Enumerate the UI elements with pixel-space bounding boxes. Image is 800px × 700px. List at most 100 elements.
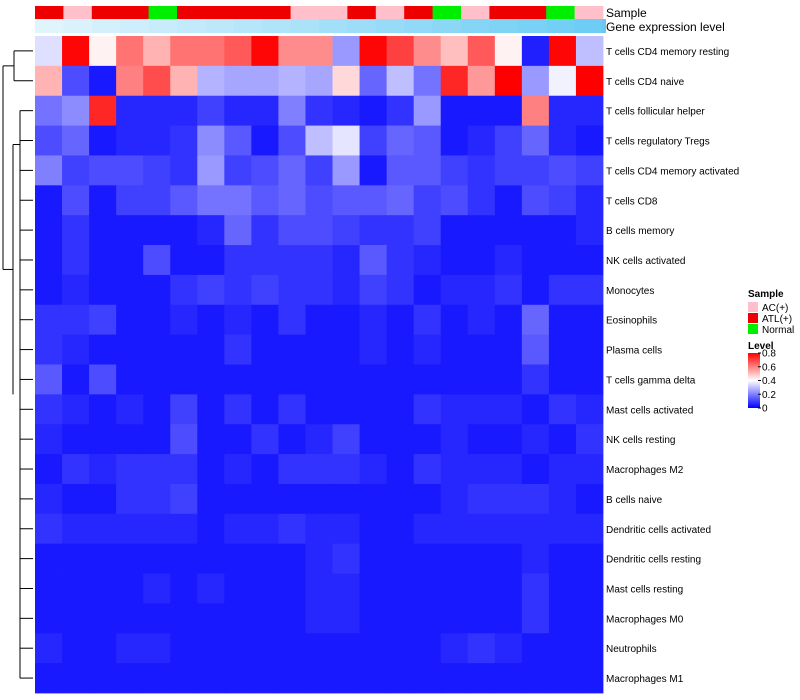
heatmap-cell (386, 95, 415, 126)
heatmap-cell (278, 633, 306, 664)
heatmap-cell (548, 274, 577, 306)
heatmap-cell (386, 603, 415, 634)
heatmap-cell (278, 454, 306, 485)
heatmap-cell (548, 483, 577, 515)
heatmap-cell (278, 274, 306, 306)
heatmap-cell (413, 215, 442, 246)
heatmap-cell (143, 215, 171, 246)
heatmap-cell (278, 155, 306, 186)
heatmap-cell (440, 125, 469, 156)
heatmap-cell (197, 36, 225, 67)
heatmap-cell (467, 364, 496, 395)
heatmap-cell (413, 513, 442, 545)
legend-tick-label: 0.4 (762, 376, 776, 387)
heatmap-cell (305, 155, 333, 186)
heatmap-cell (332, 454, 360, 485)
heatmap-cell (359, 36, 388, 67)
heatmap-cell (197, 95, 225, 126)
heatmap-cell (62, 185, 90, 216)
heatmap-cell (494, 125, 523, 156)
heatmap-cell (170, 543, 198, 574)
heatmap-cell (305, 334, 333, 365)
heatmap-cell (89, 36, 117, 67)
heatmap-cell (494, 245, 523, 276)
heatmap-cell (224, 155, 252, 186)
heatmap-cell (224, 65, 252, 97)
heatmap-cell (116, 663, 144, 694)
heatmap-cell (251, 65, 279, 97)
heatmap-cell (305, 663, 333, 694)
heatmap-cell (575, 633, 604, 664)
heatmap-cell (170, 65, 198, 97)
heatmap-cell (575, 573, 604, 604)
heatmap-cell (305, 65, 333, 97)
heatmap-cell (62, 36, 90, 67)
heatmap-cell (467, 424, 496, 455)
heatmap-cell (521, 483, 550, 515)
expression-annotation-cell (148, 19, 178, 33)
heatmap-cell (386, 185, 415, 216)
heatmap-cell (116, 215, 144, 246)
heatmap-cell (359, 424, 388, 455)
heatmap-cell (548, 304, 577, 336)
row-dendrogram (2, 50, 33, 679)
heatmap-cell (224, 245, 252, 276)
heatmap-cell (413, 95, 442, 126)
heatmap-cell (143, 454, 171, 485)
expression-annotation-cell (233, 19, 263, 33)
heatmap-cell (548, 424, 577, 455)
heatmap-cell (575, 155, 604, 186)
row-label: T cells CD8 (606, 196, 658, 207)
heatmap-cell (386, 274, 415, 306)
heatmap-cell (494, 454, 523, 485)
heatmap-cell (197, 483, 225, 515)
heatmap-cell (575, 603, 604, 634)
heatmap-cell (89, 394, 117, 425)
heatmap-cell (359, 513, 388, 545)
heatmap-cell (170, 245, 198, 276)
heatmap-cell (89, 155, 117, 186)
heatmap-cell (197, 274, 225, 306)
heatmap-cell (359, 483, 388, 515)
heatmap-cell (332, 215, 360, 246)
heatmap-cell (386, 364, 415, 395)
heatmap-cell (548, 125, 577, 156)
heatmap-cell (251, 36, 279, 67)
heatmap-cell (35, 603, 63, 634)
expression-annotation-cell (35, 19, 64, 33)
heatmap-cell (251, 633, 279, 664)
heatmap-cell (143, 424, 171, 455)
heatmap-cell (170, 483, 198, 515)
heatmap-cells (35, 36, 604, 694)
heatmap-cell (89, 663, 117, 694)
heatmap-cell (467, 394, 496, 425)
heatmap-cell (62, 573, 90, 604)
heatmap-cell (251, 334, 279, 365)
heatmap-cell (575, 454, 604, 485)
heatmap-cell (224, 603, 252, 634)
expression-annotation-cell (120, 19, 149, 33)
heatmap-cell (278, 483, 306, 515)
heatmap-cell (494, 603, 523, 634)
heatmap-cell (521, 245, 550, 276)
row-label: T cells CD4 memory resting (606, 47, 729, 58)
heatmap-cell (305, 36, 333, 67)
heatmap-cell (521, 513, 550, 545)
legend-tick-label: 0.6 (762, 362, 776, 373)
heatmap-cell (278, 36, 306, 67)
heatmap-cell (440, 394, 469, 425)
heatmap-cell (575, 663, 604, 694)
heatmap-cell (197, 155, 225, 186)
heatmap-cell (35, 185, 63, 216)
heatmap-cell (494, 334, 523, 365)
heatmap-cell (116, 185, 144, 216)
heatmap-cell (224, 483, 252, 515)
heatmap-cell (278, 245, 306, 276)
heatmap-cell (143, 155, 171, 186)
heatmap-cell (116, 424, 144, 455)
heatmap-cell (413, 394, 442, 425)
heatmap-cell (548, 155, 577, 186)
heatmap-cell (278, 125, 306, 156)
heatmap-cell (224, 573, 252, 604)
row-label: Dendritic cells activated (606, 525, 711, 536)
